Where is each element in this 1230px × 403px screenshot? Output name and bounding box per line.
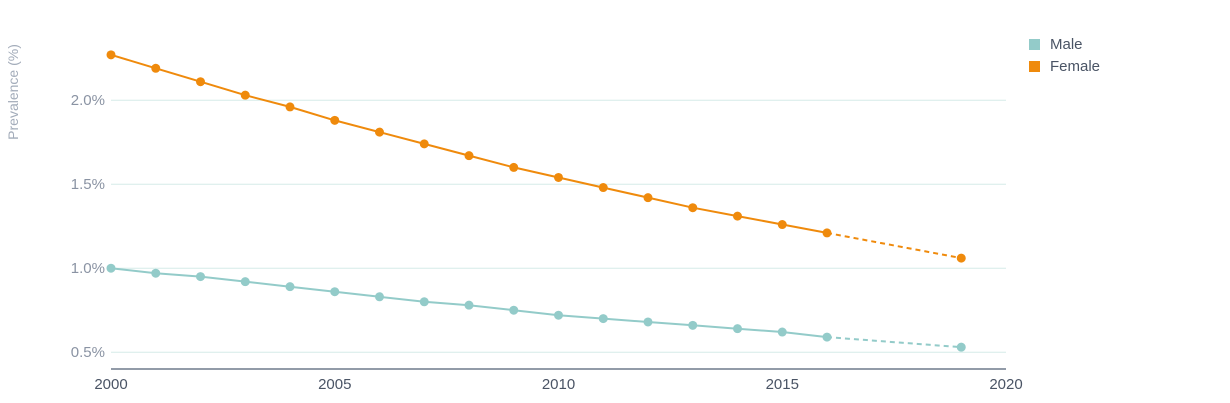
data-point[interactable] <box>106 50 116 60</box>
legend-item-female[interactable]: Female <box>1029 55 1100 77</box>
series-female <box>106 50 966 263</box>
data-point[interactable] <box>777 220 787 230</box>
data-point[interactable] <box>375 292 384 302</box>
data-point[interactable] <box>464 300 474 310</box>
y-tick-label: 0.5% <box>71 344 105 361</box>
data-point[interactable] <box>777 327 787 337</box>
data-point[interactable] <box>151 268 161 278</box>
legend-item-male[interactable]: Male <box>1029 33 1100 55</box>
data-point[interactable] <box>330 287 340 297</box>
legend: Male Female <box>1029 33 1100 77</box>
data-point[interactable] <box>151 63 161 73</box>
data-point[interactable] <box>509 305 519 315</box>
series-line-dashed <box>826 231 962 260</box>
data-point[interactable] <box>643 317 653 327</box>
data-point[interactable] <box>285 282 295 292</box>
series-line-dashed <box>826 336 962 349</box>
y-ticks: 0.5% 1.0% 1.5% 2.0% <box>71 92 105 361</box>
data-point[interactable] <box>688 320 698 330</box>
data-point[interactable] <box>419 297 429 307</box>
data-point[interactable] <box>106 263 116 273</box>
data-point[interactable] <box>509 162 519 172</box>
data-point[interactable] <box>285 102 295 112</box>
legend-label-female: Female <box>1050 57 1101 75</box>
series-male <box>106 263 966 352</box>
data-point[interactable] <box>956 253 966 263</box>
x-tick-label: 2015 <box>766 376 799 393</box>
series-line-solid <box>110 53 828 234</box>
data-point[interactable] <box>554 172 563 182</box>
x-tick-label: 2000 <box>94 376 127 393</box>
x-tick-label: 2020 <box>989 376 1022 393</box>
legend-swatch-male <box>1029 38 1040 50</box>
legend-swatch-female <box>1029 60 1040 72</box>
data-point[interactable] <box>464 151 474 161</box>
y-tick-label: 2.0% <box>71 92 105 109</box>
y-axis-label: Prevalence (%) <box>5 44 21 140</box>
data-point[interactable] <box>240 90 250 100</box>
data-point[interactable] <box>688 203 698 213</box>
series <box>106 50 966 352</box>
data-point[interactable] <box>643 193 653 203</box>
grid <box>111 99 1006 353</box>
data-point[interactable] <box>733 324 742 334</box>
data-point[interactable] <box>196 77 205 87</box>
data-point[interactable] <box>554 310 563 320</box>
data-point[interactable] <box>733 211 742 221</box>
x-tick-label: 2010 <box>542 376 575 393</box>
data-point[interactable] <box>240 277 250 287</box>
data-point[interactable] <box>196 272 205 282</box>
data-point[interactable] <box>419 139 429 149</box>
legend-label-male: Male <box>1050 35 1083 53</box>
data-point[interactable] <box>598 314 608 324</box>
x-tick-label: 2005 <box>318 376 351 393</box>
data-point[interactable] <box>330 115 340 125</box>
y-tick-label: 1.5% <box>71 176 105 193</box>
x-ticks: 2000 2005 2010 2015 2020 <box>94 376 1022 393</box>
y-tick-label: 1.0% <box>71 260 105 277</box>
data-point[interactable] <box>822 228 832 238</box>
data-point[interactable] <box>598 183 608 193</box>
data-point[interactable] <box>375 127 384 137</box>
data-point[interactable] <box>956 342 966 352</box>
data-point[interactable] <box>822 332 832 342</box>
